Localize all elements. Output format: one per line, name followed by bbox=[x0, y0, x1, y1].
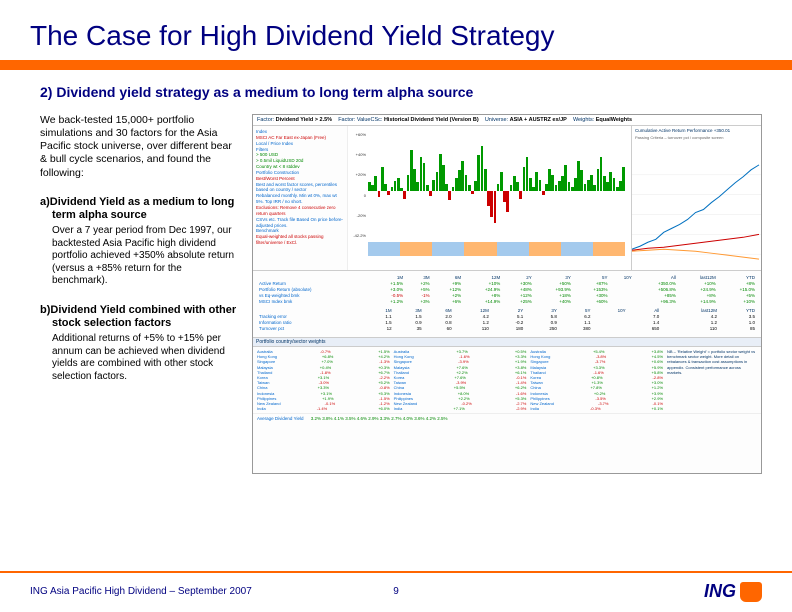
backtest-chart-panel: Factor: Dividend Yield > 2.5% Factor: Va… bbox=[252, 114, 762, 474]
lion-icon bbox=[740, 582, 762, 602]
cumulative-return-line-chart: Cumulative Active Return Performance +35… bbox=[631, 126, 761, 270]
accent-bar bbox=[0, 60, 792, 70]
point-b-body: Additional returns of +5% to +15% per an… bbox=[30, 333, 240, 383]
slide-title: The Case for High Dividend Yield Strateg… bbox=[30, 20, 762, 52]
page-number: 9 bbox=[393, 586, 399, 597]
ing-logo: ING bbox=[704, 581, 762, 602]
point-a-head: a)Dividend Yield as a medium to long ter… bbox=[30, 196, 240, 224]
text-column: We back-tested 15,000+ portfolio simulat… bbox=[30, 114, 240, 474]
country-weights-tables: Australia-0.7%+1.5%Hong Kong+6.8%+4.2%Si… bbox=[253, 347, 761, 413]
footer-text: ING Asia Pacific High Dividend – Septemb… bbox=[30, 586, 252, 597]
chart-params-panel: IndexMSCI AC Far East ex-Japan (Free)Loc… bbox=[253, 126, 348, 270]
slide-footer: ING Asia Pacific High Dividend – Septemb… bbox=[0, 571, 792, 612]
chart-header: Factor: Dividend Yield > 2.5% Factor: Va… bbox=[253, 115, 761, 126]
logo-text: ING bbox=[704, 581, 736, 602]
point-b-head: b)Dividend Yield combined with other sto… bbox=[30, 304, 240, 332]
point-a-body: Over a 7 year period from Dec 1997, our … bbox=[30, 225, 240, 288]
slide-subtitle: 2) Dividend yield strategy as a medium t… bbox=[40, 84, 762, 100]
monthly-returns-bar-chart: +60%+40%+20%0-20%-42.2% bbox=[348, 126, 631, 270]
intro-text: We back-tested 15,000+ portfolio simulat… bbox=[40, 114, 240, 180]
country-section-label: Portfolio country/sector weights bbox=[253, 337, 761, 347]
